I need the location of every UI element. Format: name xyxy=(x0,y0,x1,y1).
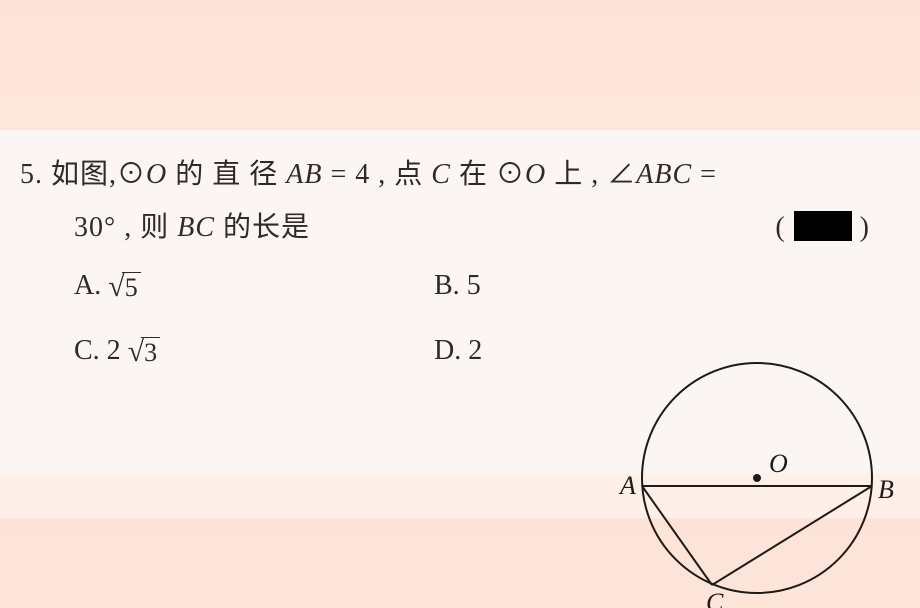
q1-ABC: ABC xyxy=(636,159,692,190)
question-line-2: 30° , 则 BC 的长是 ( ) xyxy=(20,201,900,254)
question-line-1: 5. 如图,⊙O 的 直 径 AB = 4 , 点 C 在 ⊙O 上 , ∠AB… xyxy=(20,148,900,201)
option-c: C. 2 √3 xyxy=(74,319,434,383)
svg-text:A: A xyxy=(618,471,636,500)
svg-text:C: C xyxy=(706,588,724,608)
q1-mid3: 上 , ∠ xyxy=(546,159,636,190)
option-a: A. √5 xyxy=(74,254,434,318)
paren-left: ( xyxy=(775,212,785,243)
option-b: B. 5 xyxy=(434,254,634,318)
q2-BC: BC xyxy=(177,212,215,243)
option-d-val: 2 xyxy=(468,335,482,366)
q2-mid: , 则 xyxy=(116,212,177,243)
q1-AB: AB xyxy=(286,159,322,190)
option-c-sqrt: √3 xyxy=(128,337,160,367)
option-d-label: D. xyxy=(434,335,468,366)
q1-eq: = 4 , 点 xyxy=(322,159,431,190)
q2-end: 的长是 xyxy=(215,212,310,243)
q1-pre: 如图,⊙ xyxy=(51,159,146,190)
option-a-label: A. xyxy=(74,270,108,301)
option-b-val: 5 xyxy=(467,270,481,301)
option-d: D. 2 xyxy=(434,319,634,383)
question-panel: 5. 如图,⊙O 的 直 径 AB = 4 , 点 C 在 ⊙O 上 , ∠AB… xyxy=(0,130,920,473)
q2-deg: 30° xyxy=(74,212,116,243)
q1-end: = xyxy=(692,159,717,190)
q1-O: O xyxy=(146,159,167,190)
paren-right: ) xyxy=(860,212,870,243)
svg-text:B: B xyxy=(878,475,894,504)
circle-diagram: A B C O xyxy=(612,348,902,608)
svg-text:O: O xyxy=(769,449,788,478)
question-number: 5. xyxy=(20,159,43,190)
option-c-rad: 3 xyxy=(141,337,160,366)
answer-blank xyxy=(794,211,852,241)
option-c-label: C. 2 xyxy=(74,335,128,366)
q1-C: C xyxy=(431,159,451,190)
option-a-rad: 5 xyxy=(122,272,141,301)
option-a-sqrt: √5 xyxy=(108,272,140,302)
q1-mid1: 的 直 径 xyxy=(167,159,286,190)
q1-O2: O xyxy=(525,159,546,190)
option-b-label: B. xyxy=(434,270,467,301)
q1-mid2: 在 ⊙ xyxy=(451,159,525,190)
answer-paren: ( ) xyxy=(775,201,900,254)
